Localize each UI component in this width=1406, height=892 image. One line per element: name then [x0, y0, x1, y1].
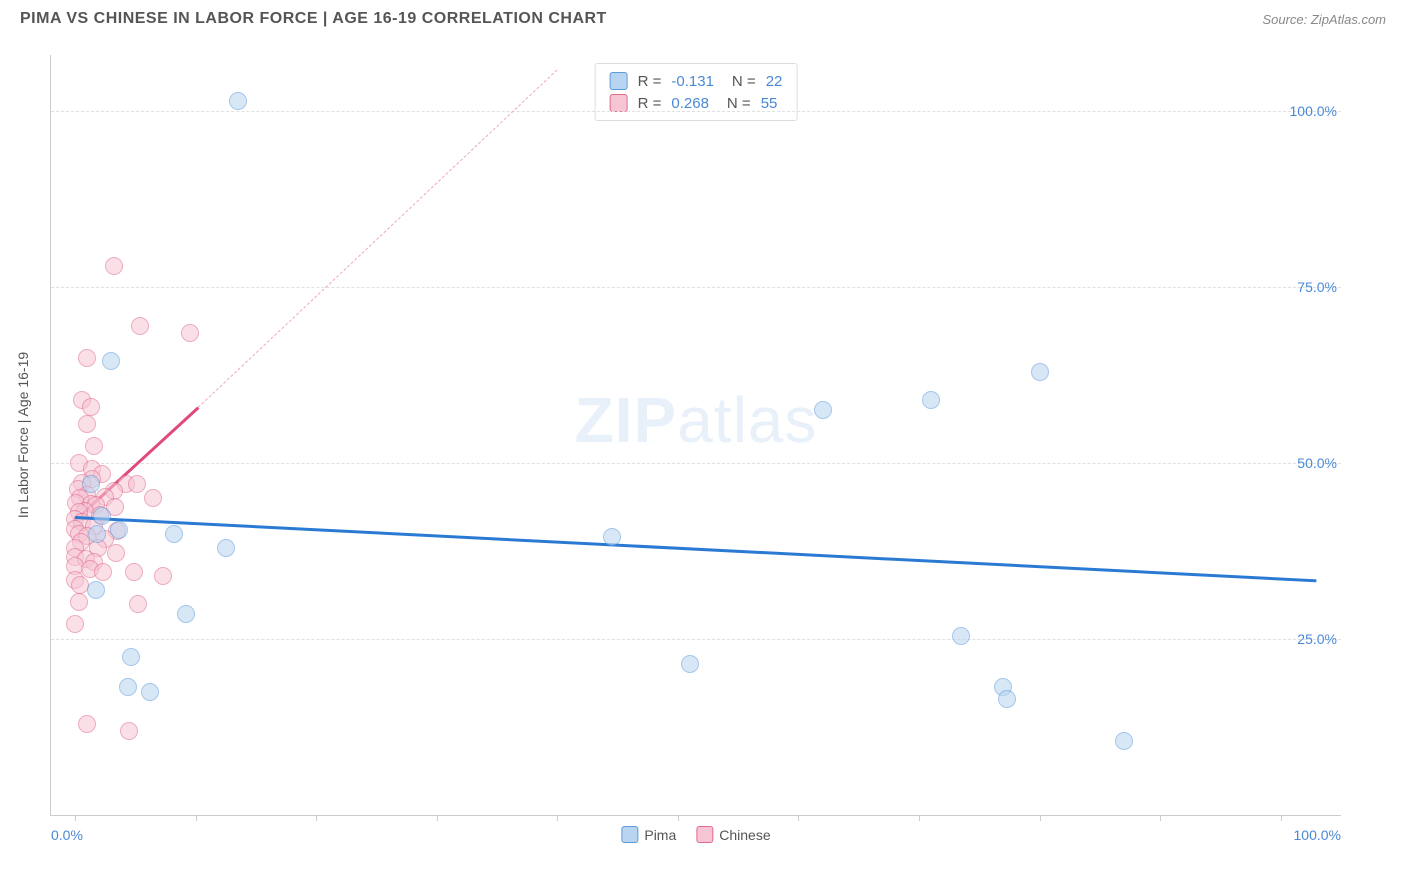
legend-label: Chinese [719, 827, 770, 843]
x-tick [196, 815, 197, 821]
legend-item: Chinese [696, 826, 770, 843]
scatter-point [122, 648, 140, 666]
gridline [51, 463, 1341, 464]
scatter-point [181, 324, 199, 342]
r-value: -0.131 [671, 73, 714, 90]
scatter-point [177, 605, 195, 623]
y-tick-label: 100.0% [1290, 103, 1341, 119]
scatter-point [87, 581, 105, 599]
gridline [51, 639, 1341, 640]
scatter-point [165, 525, 183, 543]
x-tick [919, 815, 920, 821]
scatter-point [105, 257, 123, 275]
scatter-point [603, 528, 621, 546]
y-tick-label: 50.0% [1297, 455, 1341, 471]
scatter-point [82, 475, 100, 493]
scatter-point [82, 398, 100, 416]
scatter-point [78, 715, 96, 733]
legend-swatch [621, 826, 638, 843]
correlation-stats-box: R = -0.131 N = 22 R = 0.268 N = 55 [595, 63, 798, 121]
scatter-point [107, 544, 125, 562]
x-tick [798, 815, 799, 821]
scatter-point [131, 317, 149, 335]
scatter-point [681, 655, 699, 673]
chart-header: PIMA VS CHINESE IN LABOR FORCE | AGE 16-… [0, 0, 1406, 33]
n-label: N = [727, 95, 751, 112]
x-tick [75, 815, 76, 821]
scatter-point [154, 567, 172, 585]
scatter-point [229, 92, 247, 110]
scatter-point [141, 683, 159, 701]
scatter-point [110, 521, 128, 539]
scatter-point [922, 391, 940, 409]
scatter-point [66, 615, 84, 633]
x-tick [437, 815, 438, 821]
scatter-point [78, 415, 96, 433]
n-label: N = [732, 73, 756, 90]
scatter-point [102, 352, 120, 370]
scatter-point [93, 507, 111, 525]
scatter-point [144, 489, 162, 507]
x-tick [557, 815, 558, 821]
x-axis-min-label: 0.0% [51, 827, 83, 843]
watermark: ZIPatlas [575, 383, 818, 457]
scatter-point [70, 593, 88, 611]
chart-source: Source: ZipAtlas.com [1262, 12, 1386, 27]
scatter-point [217, 539, 235, 557]
legend-label: Pima [644, 827, 676, 843]
y-axis-title: In Labor Force | Age 16-19 [15, 352, 31, 518]
y-tick-label: 25.0% [1297, 631, 1341, 647]
x-tick [1281, 815, 1282, 821]
series-swatch [610, 72, 628, 90]
series-legend: Pima Chinese [621, 826, 770, 843]
scatter-point [120, 722, 138, 740]
r-label: R = [638, 73, 662, 90]
y-tick-label: 75.0% [1297, 279, 1341, 295]
scatter-point [129, 595, 147, 613]
scatter-point [88, 525, 106, 543]
scatter-point [952, 627, 970, 645]
n-value: 55 [761, 95, 778, 112]
series-swatch [610, 94, 628, 112]
x-tick [1040, 815, 1041, 821]
x-tick [1160, 815, 1161, 821]
r-value: 0.268 [671, 95, 709, 112]
scatter-point [998, 690, 1016, 708]
trend-line [75, 516, 1317, 582]
x-tick [316, 815, 317, 821]
scatter-point [1115, 732, 1133, 750]
stats-row: R = -0.131 N = 22 [610, 70, 783, 92]
scatter-point [128, 475, 146, 493]
n-value: 22 [766, 73, 783, 90]
legend-swatch [696, 826, 713, 843]
scatter-point [1031, 363, 1049, 381]
scatter-point [85, 437, 103, 455]
trend-line-extrapolated [198, 69, 558, 407]
legend-item: Pima [621, 826, 676, 843]
scatter-point [119, 678, 137, 696]
x-axis-max-label: 100.0% [1294, 827, 1341, 843]
scatter-point [125, 563, 143, 581]
chart-title: PIMA VS CHINESE IN LABOR FORCE | AGE 16-… [20, 10, 607, 28]
r-label: R = [638, 95, 662, 112]
gridline [51, 287, 1341, 288]
scatter-point [814, 401, 832, 419]
gridline [51, 111, 1341, 112]
x-tick [678, 815, 679, 821]
scatter-point [78, 349, 96, 367]
correlation-chart: ZIPatlas In Labor Force | Age 16-19 0.0%… [50, 55, 1341, 816]
scatter-point [94, 563, 112, 581]
